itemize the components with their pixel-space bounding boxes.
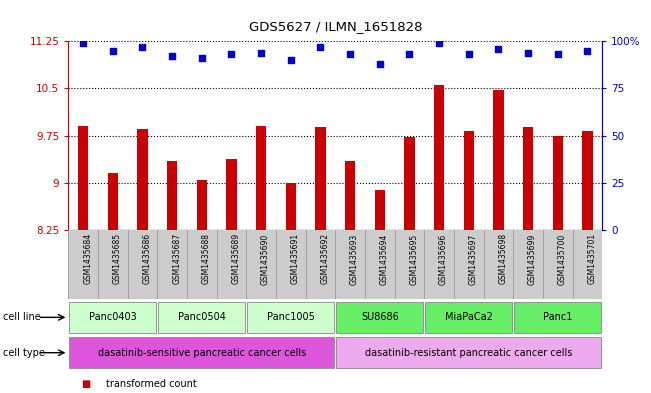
Text: GSM1435687: GSM1435687 [172,233,181,285]
FancyBboxPatch shape [69,302,156,333]
Text: dasatinib-sensitive pancreatic cancer cells: dasatinib-sensitive pancreatic cancer ce… [98,348,306,358]
Bar [493,90,504,230]
Bar [464,131,474,230]
Bar [404,138,415,230]
Text: GSM1435698: GSM1435698 [499,233,507,285]
Text: Panc0403: Panc0403 [89,312,137,322]
Bar [315,127,326,230]
Text: GSM1435684: GSM1435684 [83,233,92,285]
Bar [434,85,444,230]
Point [464,51,474,58]
Point [582,48,592,54]
Bar [345,161,355,230]
Text: GDS5627 / ILMN_1651828: GDS5627 / ILMN_1651828 [249,20,422,33]
Point [523,50,533,56]
Text: GSM1435689: GSM1435689 [232,233,240,285]
Bar [523,127,533,230]
FancyBboxPatch shape [247,302,335,333]
Text: MiaPaCa2: MiaPaCa2 [445,312,493,322]
Point [78,40,89,46]
Text: ■: ■ [81,379,90,389]
Point [197,55,207,61]
Point [137,44,148,50]
Text: GSM1435699: GSM1435699 [528,233,537,285]
Text: GSM1435690: GSM1435690 [261,233,270,285]
Point [404,51,415,58]
Text: GSM1435692: GSM1435692 [320,233,329,285]
Point [374,61,385,67]
Text: GSM1435701: GSM1435701 [587,233,596,285]
Bar [256,126,266,230]
Bar [197,180,207,230]
Text: GSM1435693: GSM1435693 [350,233,359,285]
Bar [78,126,89,230]
Text: SU8686: SU8686 [361,312,398,322]
Point [227,51,237,58]
FancyBboxPatch shape [336,337,602,368]
Text: cell line: cell line [3,312,41,322]
Point [345,51,355,58]
Text: GSM1435686: GSM1435686 [143,233,152,285]
Point [107,48,118,54]
Bar [553,136,563,230]
Text: Panc0504: Panc0504 [178,312,226,322]
Point [286,57,296,63]
Text: GSM1435688: GSM1435688 [202,233,211,285]
Point [315,44,326,50]
Bar [374,190,385,230]
FancyBboxPatch shape [514,302,602,333]
Text: GSM1435691: GSM1435691 [291,233,299,285]
Point [493,46,504,52]
Bar [227,159,237,230]
Text: GSM1435697: GSM1435697 [469,233,478,285]
Bar [137,129,148,230]
Point [553,51,563,58]
FancyBboxPatch shape [336,302,423,333]
FancyBboxPatch shape [69,337,335,368]
Text: Panc1005: Panc1005 [267,312,314,322]
Text: GSM1435685: GSM1435685 [113,233,122,285]
Text: GSM1435700: GSM1435700 [558,233,566,285]
Point [167,53,177,59]
FancyBboxPatch shape [425,302,512,333]
Text: transformed count: transformed count [106,379,197,389]
Text: GSM1435694: GSM1435694 [380,233,389,285]
Text: Panc1: Panc1 [543,312,572,322]
Text: dasatinib-resistant pancreatic cancer cells: dasatinib-resistant pancreatic cancer ce… [365,348,572,358]
Text: GSM1435695: GSM1435695 [409,233,419,285]
Text: GSM1435696: GSM1435696 [439,233,448,285]
Bar [286,183,296,230]
Bar [107,173,118,230]
Bar [582,130,592,230]
Bar [167,161,177,230]
FancyBboxPatch shape [68,230,602,299]
Point [256,50,266,56]
FancyBboxPatch shape [158,302,245,333]
Point [434,40,444,46]
Text: cell type: cell type [3,348,45,358]
